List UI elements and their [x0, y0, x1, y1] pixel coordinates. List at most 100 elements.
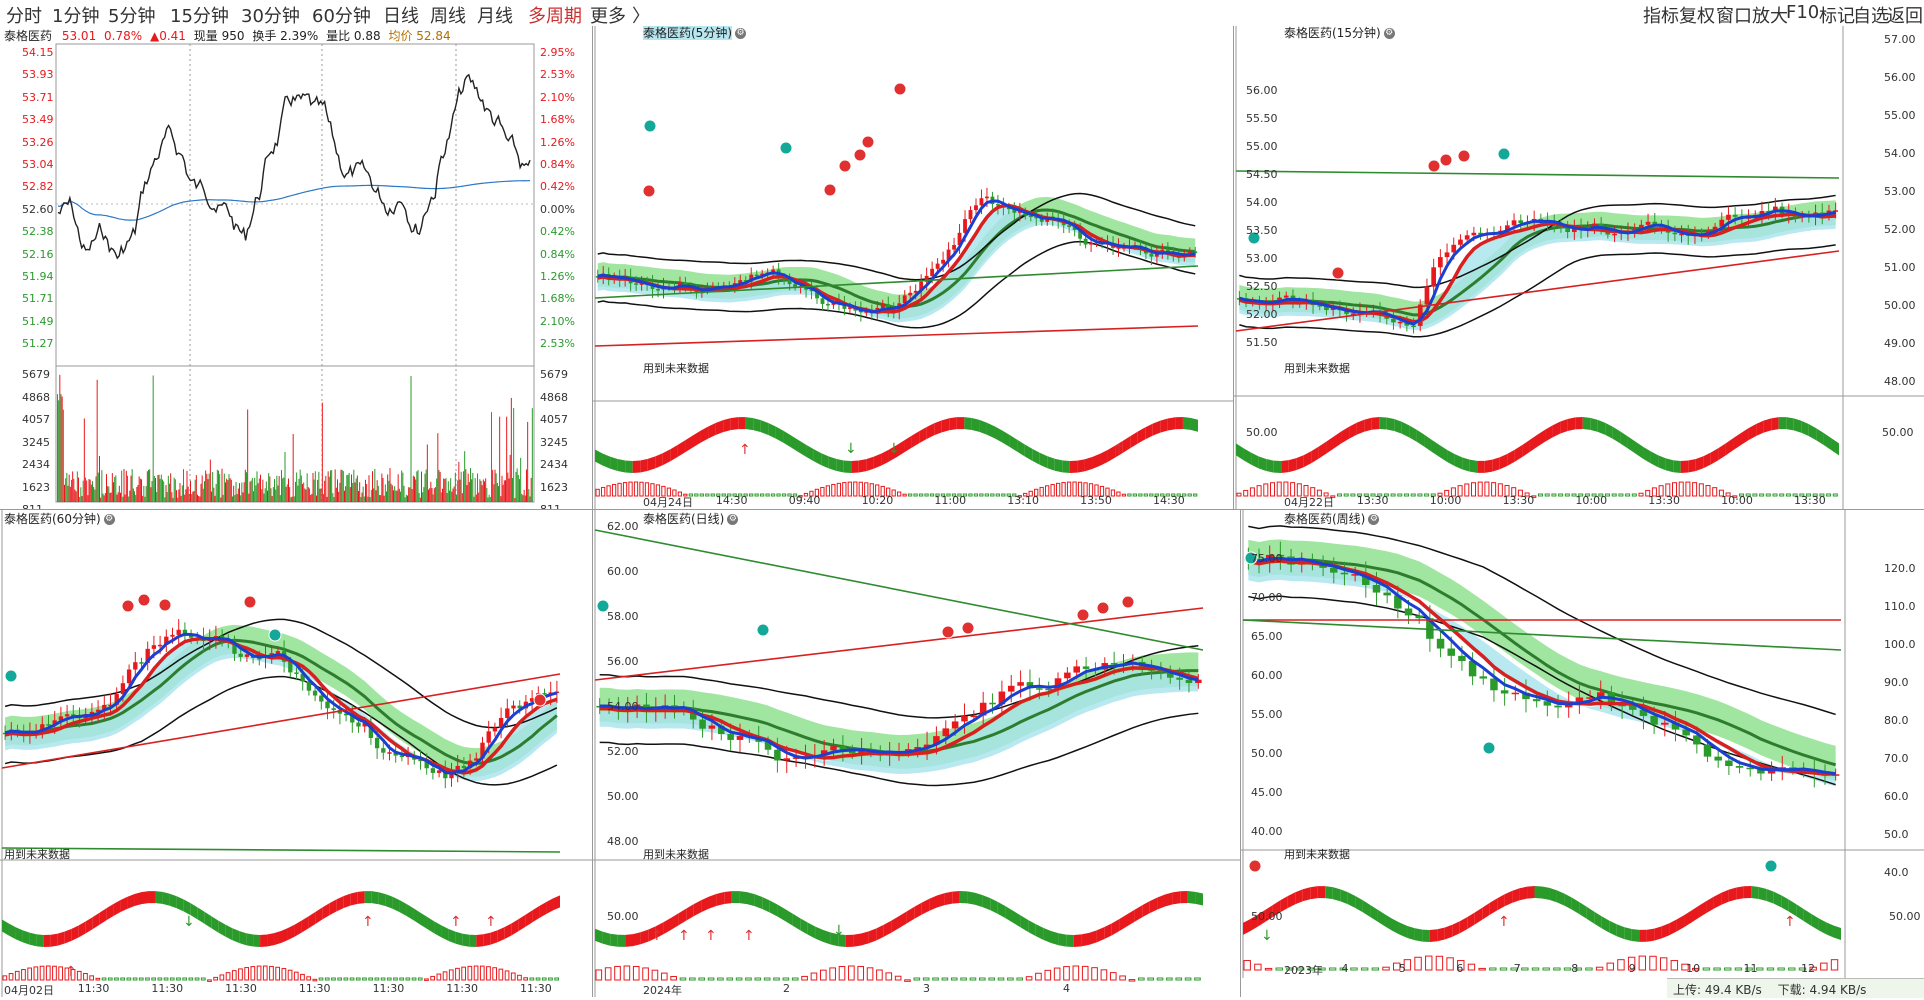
panel-week[interactable]: ↓ ↑ ↑ 泰格医药(周线) ⚙ 用到未来数据 75.00 70.00 65.00 60.0…: [1241, 510, 1924, 978]
volume-bar: [223, 473, 225, 502]
tool-watchlist[interactable]: 自选: [1853, 6, 1889, 27]
panel-5min[interactable]: ↑ ↓ ↓ ↑ 泰格医药(5分钟) ⚙ 用到未来数据 04月24日 14:30 09:40 1…: [593, 26, 1233, 509]
oscillator-wave-segment: [455, 931, 463, 946]
settings-dot-icon[interactable]: ⚙: [103, 514, 115, 525]
oscillator-bar: [875, 484, 880, 497]
candle-body: [1404, 608, 1413, 616]
candle-body: [1330, 307, 1336, 311]
network-status-bar: 上传: 49.4 KB/s 下载: 4.94 KB/s: [1667, 978, 1924, 998]
candle-body: [1554, 705, 1562, 708]
oscillator-bar: [1383, 493, 1389, 497]
volume-bar: [225, 482, 226, 502]
oscillator-bar: [157, 977, 163, 981]
oscillator-bar: [331, 977, 336, 981]
oscillator-bar: [810, 972, 818, 981]
x-axis-tick: 11:30: [520, 982, 552, 995]
oscillator-wave-segment: [745, 417, 754, 431]
settings-dot-icon[interactable]: ⚙: [1383, 28, 1395, 39]
candle-body: [1072, 226, 1077, 230]
tool-indicator[interactable]: 指标: [1643, 6, 1679, 27]
tab-timeshare[interactable]: 分时: [6, 6, 42, 27]
panel-60min[interactable]: ↑ ↓ ↑ ↑ ↑ 泰格医药(60分钟) ⚙ 用到未来数据 04月02日 11:30 11:3…: [0, 510, 592, 997]
settings-dot-icon[interactable]: ⚙: [727, 514, 739, 525]
y-axis-tick: 50.0: [1884, 828, 1909, 841]
tool-zoom[interactable]: 放大: [1752, 6, 1788, 27]
oscillator-wave-segment: [155, 891, 163, 904]
volume-bar: [242, 492, 244, 502]
boll-lower-line: [1239, 244, 1836, 338]
tab-day[interactable]: 日线: [383, 6, 419, 27]
oscillator-bar: [1464, 483, 1470, 497]
oscillator-bar: [225, 972, 231, 981]
oscillator-bar: [89, 975, 95, 981]
oscillator-bar: [442, 971, 448, 981]
candle-body: [331, 708, 336, 710]
tool-window[interactable]: 窗口: [1716, 6, 1752, 27]
panel-day[interactable]: ↑ ↑ ↑ ↑ ↓ 泰格医药(日线) ⚙ 用到未来数据 62.00 60.00 58.00 56…: [593, 510, 1240, 997]
tab-5min[interactable]: 5分钟: [108, 6, 156, 27]
oscillator-wave-segment: [1437, 927, 1445, 942]
candle-body: [356, 722, 361, 727]
oscillator-bar: [1066, 481, 1072, 497]
candle-body: [108, 704, 113, 707]
volume-bar: [444, 479, 446, 502]
oscillator-bar: [1154, 493, 1159, 497]
more-chevron-icon[interactable]: 〉: [632, 6, 650, 27]
volume-bar: [486, 487, 488, 502]
intraday-panel[interactable]: 泰格医药 53.01 0.78% ▲0.41 现量 950 换手 2.39% 量…: [0, 26, 592, 509]
oscillator-bar: [726, 977, 734, 981]
panel-15min[interactable]: 泰格医药(15分钟) ⚙ 用到未来数据 56.00 55.50 55.00 54.50 5…: [1234, 26, 1924, 509]
candle-body: [783, 758, 791, 761]
candle-body: [343, 713, 349, 716]
oscillator-wave-segment: [1605, 422, 1613, 439]
candle-body: [743, 280, 748, 282]
candle-body: [1007, 685, 1015, 692]
oscillator-bar: [639, 481, 644, 497]
oscillator-wave-segment: [1743, 886, 1752, 899]
price-tick: 52.60: [22, 202, 54, 216]
oscillator-bar: [1450, 487, 1456, 497]
candle-body: [1679, 233, 1684, 236]
oscillator-bar: [1138, 977, 1145, 981]
tab-30min[interactable]: 30分钟: [241, 6, 300, 27]
tool-f10[interactable]: F10: [1786, 2, 1820, 23]
oscillator-bar: [1820, 962, 1828, 971]
tab-more[interactable]: 更多: [590, 6, 626, 27]
tab-60min[interactable]: 60分钟: [312, 6, 371, 27]
oscillator-bar: [1016, 977, 1024, 981]
tab-month[interactable]: 月线: [477, 6, 513, 27]
volume-tick-right: 5679: [540, 368, 568, 381]
volume-bar: [353, 469, 355, 502]
settings-dot-icon[interactable]: ⚙: [735, 28, 746, 39]
oscillator-bar: [1182, 493, 1187, 497]
candle-body: [182, 629, 188, 636]
oscillator-bar: [510, 972, 516, 981]
oscillator-wave-segment: [1710, 448, 1719, 465]
tool-mark[interactable]: 标记: [1819, 6, 1855, 27]
oscillator-wave-segment: [1058, 933, 1067, 947]
tab-15min[interactable]: 15分钟: [170, 6, 229, 27]
oscillator-wave-segment: [994, 426, 1003, 443]
volume-bar: [286, 484, 288, 502]
oscillator-wave-segment: [1310, 886, 1318, 900]
candle-body: [738, 280, 743, 284]
tab-week[interactable]: 周线: [430, 6, 466, 27]
candle-body: [905, 749, 912, 752]
oscillator-wave-segment: [738, 417, 746, 430]
settings-dot-icon[interactable]: ⚙: [1368, 514, 1380, 525]
tool-back[interactable]: 返回: [1887, 6, 1923, 27]
tab-1min[interactable]: 1分钟: [52, 6, 100, 27]
volume-bar: [337, 479, 338, 502]
tab-multi-period[interactable]: 多周期: [528, 6, 582, 27]
volume-bar: [338, 491, 340, 502]
volume-bar: [408, 487, 410, 502]
oscillator-bar: [529, 977, 535, 981]
volume-bar: [401, 470, 403, 502]
oscillator-wave-segment: [768, 422, 776, 439]
tool-adjust[interactable]: 复权: [1679, 6, 1715, 27]
oscillator-bar: [650, 483, 655, 497]
oscillator-bar: [1194, 977, 1201, 981]
y-axis-tick: 50.00: [1251, 747, 1283, 760]
oscillator-wave-segment: [1409, 425, 1417, 442]
volume-bar: [495, 473, 497, 502]
